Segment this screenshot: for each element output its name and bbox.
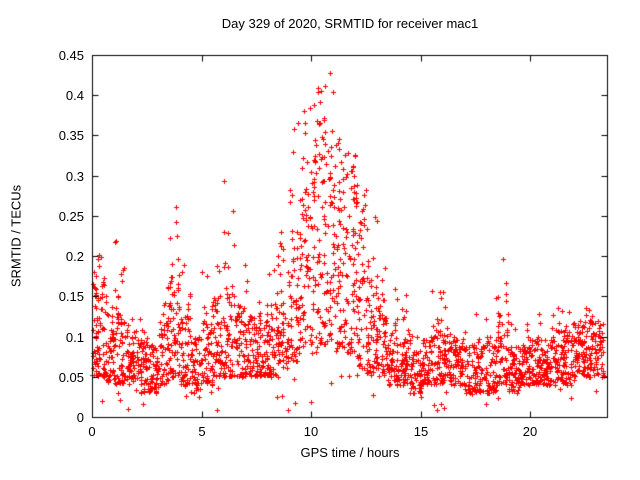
y-tick-label: 0.25 <box>58 209 84 224</box>
y-tick-label: 0.45 <box>58 48 84 63</box>
y-axis-label: SRMTID / TECUs <box>8 184 24 288</box>
y-tick-label: 0 <box>76 410 84 425</box>
y-tick-label: 0.2 <box>65 249 84 264</box>
x-tick-label: 10 <box>303 424 319 439</box>
y-tick-label: 0.1 <box>65 330 84 345</box>
x-tick-label: 20 <box>522 424 538 439</box>
y-tick-label: 0.35 <box>58 128 84 143</box>
x-tick-label: 15 <box>413 424 429 439</box>
y-tick-label: 0.4 <box>65 88 84 103</box>
y-tick-label: 0.3 <box>65 169 84 184</box>
y-tick-label: 0.05 <box>58 370 84 385</box>
x-tick-label: 0 <box>88 424 96 439</box>
x-tick-label: 5 <box>198 424 206 439</box>
y-tick-label: 0.15 <box>58 289 84 304</box>
x-axis-label: GPS time / hours <box>300 445 400 460</box>
chart-title: Day 329 of 2020, SRMTID for receiver mac… <box>221 16 479 31</box>
